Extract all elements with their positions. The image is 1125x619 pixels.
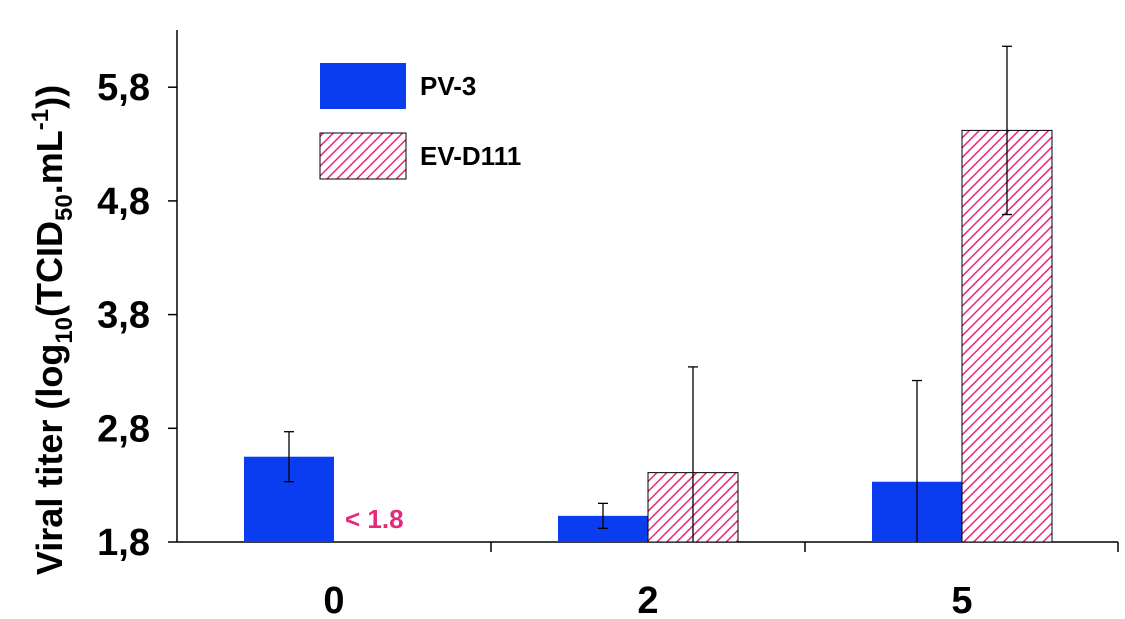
x-tick-label: 2 [637,580,658,619]
legend-label-pv3: PV-3 [420,71,476,101]
error-bars [284,45,1012,542]
bars [244,129,1053,543]
y-axis-label: Viral titer (log10(TCID50.mL-1)) [27,85,78,575]
y-tick-label: 3,8 [97,295,150,337]
legend-swatch-pv3 [320,63,406,109]
y-tick-label: 1,8 [97,522,150,564]
y-tick-label: 2,8 [97,408,150,450]
below-detection-note: < 1.8 [345,504,404,534]
y-tick-label: 4,8 [97,181,150,223]
x-tick-label: 5 [951,580,972,619]
legend-swatch-evd111 [319,132,407,180]
y-tick-label: 5,8 [97,67,150,109]
x-tick-label: 0 [323,580,344,619]
tick-labels: 1,8 2,8 3,8 4,8 5,8 0 2 5 [97,67,972,619]
legend: PV-3 EV-D111 [319,63,521,180]
legend-label-evd111: EV-D111 [420,141,521,171]
